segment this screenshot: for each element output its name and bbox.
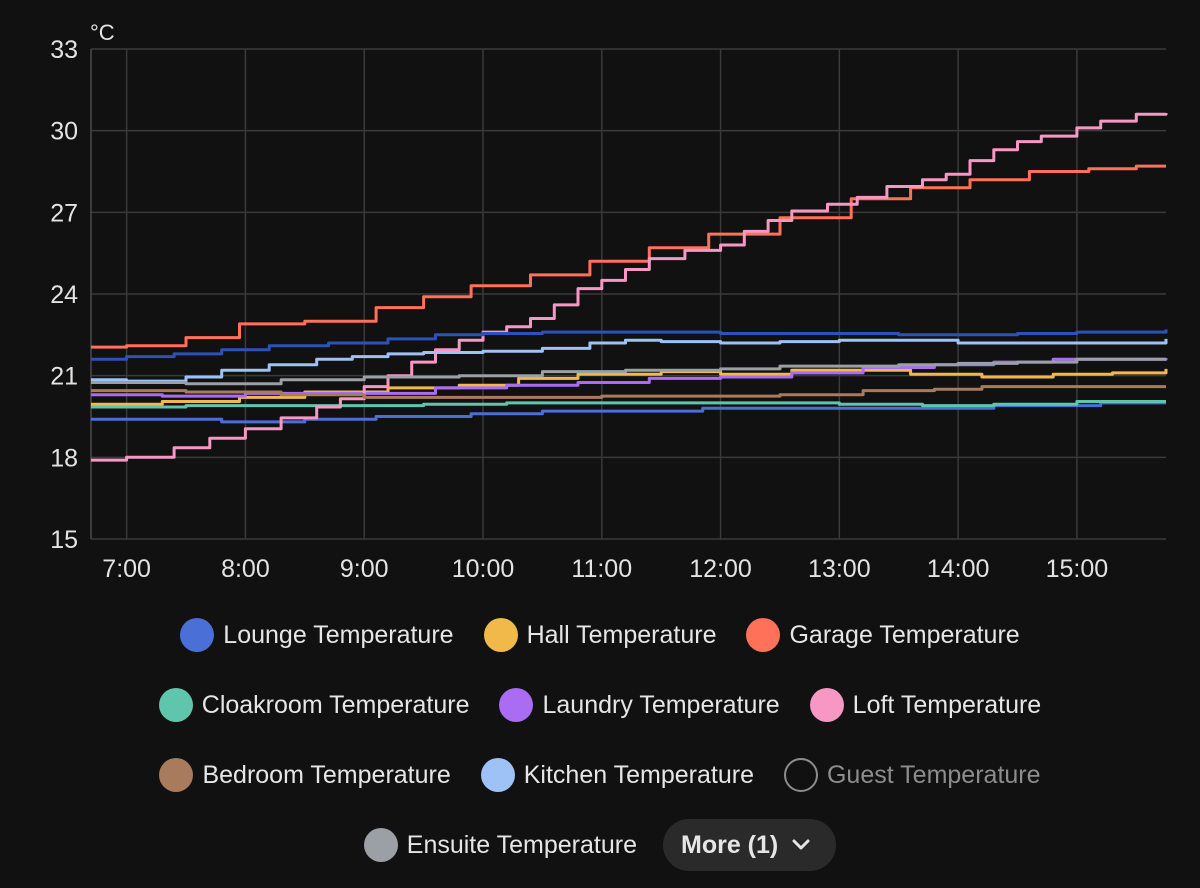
x-tick-label: 8:00 [221,555,270,583]
y-tick-label: 15 [50,526,78,554]
legend-label: Ensuite Temperature [406,830,637,859]
y-tick-label: 21 [50,363,78,391]
legend-label: Cloakroom Temperature [201,690,470,719]
x-tick-label: 13:00 [808,555,871,583]
series-line-loft-temperature [91,112,1168,462]
series-line-ensuite-hidden-lounge-line [91,329,1168,361]
chevron-down-icon [792,839,810,850]
x-tick-label: 9:00 [340,555,389,583]
x-tick-label: 11:00 [571,555,632,583]
legend-row: Ensuite Temperature More (1) [0,819,1200,871]
x-tick-label: 7:00 [102,555,151,583]
series-line-bedroom-temperature [91,385,1166,399]
legend-label: Garage Temperature [789,620,1020,649]
legend-row: Bedroom Temperature Kitchen Temperature Gu… [0,750,1200,800]
legend-row: Lounge Temperature Hall Temperature Garage… [0,610,1200,660]
series-line-kitchen-temperature [91,338,1168,383]
series-line-ensuite-temperature [91,357,1166,386]
series-line-cloakroom-temperature [91,400,1166,409]
series-line-hall-temperature [91,368,1168,406]
legend-swatch [363,828,398,862]
legend-item-hall-temperature[interactable]: Hall Temperature [483,618,717,652]
y-axis-unit: °C [90,20,115,45]
y-tick-label: 24 [50,281,78,309]
y-tick-label: 30 [50,118,78,146]
legend-swatch [158,688,193,722]
legend-item-laundry-temperature[interactable]: Laundry Temperature [499,688,780,722]
legend-label: Kitchen Temperature [523,760,754,789]
legend-swatch [159,758,194,792]
legend-item-bedroom-temperature[interactable]: Bedroom Temperature [159,758,451,792]
chart-legend: Lounge Temperature Hall Temperature Garage… [0,600,1200,888]
series-line-lounge-temperature [91,401,1166,424]
legend-label: Loft Temperature [852,690,1042,719]
legend-label: Bedroom Temperature [202,760,451,789]
legend-item-loft-temperature[interactable]: Loft Temperature [809,688,1042,722]
legend-item-garage-temperature[interactable]: Garage Temperature [746,618,1020,652]
x-tick-label: 14:00 [927,555,990,583]
x-tick-label: 12:00 [689,555,752,583]
y-tick-label: 33 [50,36,78,64]
y-axis: 15 18 21 24 27 30 33 [50,36,78,554]
legend-label: Laundry Temperature [542,690,780,719]
legend-more-button[interactable]: More (1) [663,819,837,871]
chart-series [91,112,1168,462]
x-tick-label: 15:00 [1046,555,1109,583]
legend-swatch [180,618,215,652]
legend-swatch [499,688,534,722]
legend-row: Cloakroom Temperature Laundry Temperature… [0,680,1200,730]
legend-label: Lounge Temperature [223,620,454,649]
more-button-label: More (1) [681,830,779,859]
legend-swatch [783,758,818,792]
series-line-garage-temperature [91,164,1166,349]
legend-swatch [483,618,518,652]
legend-item-lounge-temperature[interactable]: Lounge Temperature [180,618,454,652]
legend-label: Guest Temperature [826,760,1041,789]
x-tick-label: 10:00 [452,555,515,583]
legend-item-kitchen-temperature[interactable]: Kitchen Temperature [480,758,754,792]
x-axis: 7:00 8:00 9:00 10:00 11:00 12:00 13:00 14:00 15:… [102,555,1108,583]
temperature-chart: 15 18 21 24 27 30 33 7:00 8:00 9:00 10:00 11:00 12:… [50,20,1168,583]
legend-swatch [746,618,781,652]
legend-swatch [480,758,515,792]
y-tick-label: 18 [50,444,78,472]
legend-item-cloakroom-temperature[interactable]: Cloakroom Temperature [158,688,470,722]
y-tick-label: 27 [50,199,78,227]
legend-swatch [809,688,844,722]
chart-grid [90,48,1166,540]
legend-label: Hall Temperature [526,620,717,649]
legend-item-guest-temperature[interactable]: Guest Temperature [783,758,1041,792]
legend-item-ensuite-temperature[interactable]: Ensuite Temperature [363,828,637,862]
